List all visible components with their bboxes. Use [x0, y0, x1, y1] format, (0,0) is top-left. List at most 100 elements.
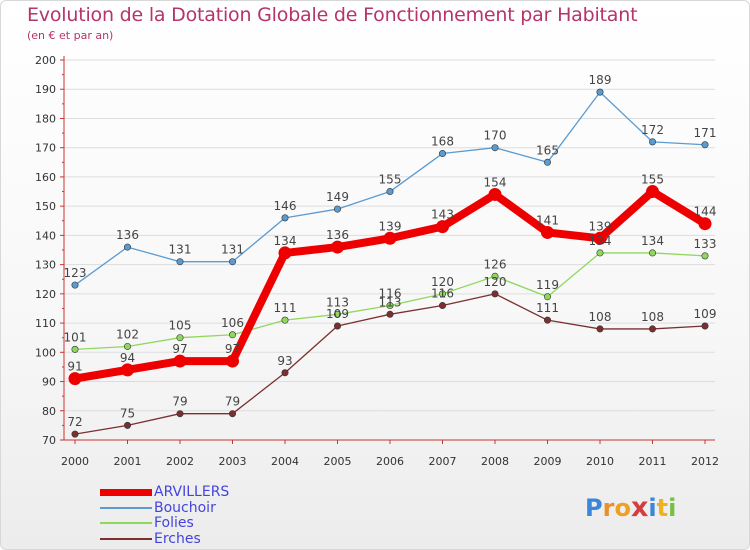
- legend-swatch: [100, 522, 152, 524]
- data-label: 123: [64, 266, 87, 280]
- data-point: [488, 187, 502, 201]
- data-label: 146: [274, 199, 297, 213]
- data-label: 106: [221, 316, 244, 330]
- x-tick-label: 2003: [219, 455, 247, 468]
- data-point: [226, 354, 239, 368]
- data-point: [593, 231, 607, 245]
- data-label: 134: [589, 234, 612, 248]
- data-point: [278, 246, 292, 260]
- x-tick-label: 2011: [639, 455, 667, 468]
- data-point: [229, 258, 237, 266]
- series-erches: [71, 290, 709, 438]
- series-bouchoir: [71, 88, 709, 289]
- y-tick-label: 190: [35, 83, 56, 96]
- data-point: [386, 310, 394, 318]
- data-label: 165: [536, 143, 559, 157]
- data-label: 113: [379, 295, 402, 309]
- data-point: [438, 290, 446, 298]
- data-label: 79: [225, 395, 240, 409]
- data-point: [68, 372, 82, 386]
- data-label: 141: [536, 213, 559, 227]
- data-point: [596, 249, 604, 257]
- y-tick-label: 200: [35, 54, 56, 67]
- data-label: 126: [484, 257, 507, 271]
- logo-letter: i: [648, 494, 657, 522]
- data-point: [333, 322, 341, 330]
- y-tick-label: 70: [42, 434, 56, 447]
- data-point: [281, 214, 289, 222]
- data-label: 116: [379, 287, 402, 301]
- legend-item-bouchoir: Bouchoir: [100, 500, 360, 516]
- data-point: [71, 430, 79, 438]
- data-point: [491, 290, 499, 298]
- y-tick-label: 120: [35, 288, 56, 301]
- data-label: 119: [536, 278, 559, 292]
- legend-swatch: [100, 506, 152, 509]
- y-tick-label: 110: [35, 317, 56, 330]
- data-label: 94: [120, 351, 135, 365]
- data-label: 136: [326, 228, 349, 242]
- data-point: [698, 217, 712, 231]
- y-tick-label: 100: [35, 346, 56, 359]
- data-point: [124, 421, 132, 429]
- series-folies: [71, 249, 709, 353]
- data-point: [438, 302, 446, 310]
- data-point: [491, 272, 499, 280]
- data-label: 91: [67, 360, 82, 374]
- data-point: [124, 342, 132, 350]
- data-point: [596, 325, 604, 333]
- data-label: 101: [64, 330, 87, 344]
- legend-item-erches: Erches: [100, 531, 360, 547]
- data-label: 113: [326, 295, 349, 309]
- data-label: 120: [484, 275, 507, 289]
- data-point: [176, 258, 184, 266]
- data-point: [229, 331, 237, 339]
- x-tick-label: 2009: [534, 455, 562, 468]
- data-point: [176, 410, 184, 418]
- data-label: 189: [589, 73, 612, 87]
- data-label: 131: [169, 243, 192, 257]
- y-tick-label: 140: [35, 229, 56, 242]
- data-label: 168: [431, 135, 454, 149]
- data-label: 97: [172, 342, 187, 356]
- data-label: 72: [67, 415, 82, 429]
- y-tick-label: 180: [35, 112, 56, 125]
- series-arvillers: [68, 185, 712, 386]
- proxiti-logo: Proxiti: [585, 492, 676, 523]
- data-label: 108: [641, 310, 664, 324]
- chart-legend: ARVILLERS Bouchoir Folies Erches: [100, 484, 360, 547]
- data-point: [383, 231, 397, 245]
- data-label: 133: [694, 237, 717, 251]
- data-label: 109: [326, 307, 349, 321]
- logo-letter: o: [614, 494, 631, 522]
- data-label: 171: [694, 126, 717, 140]
- legend-item-folies: Folies: [100, 515, 360, 531]
- data-point: [386, 302, 394, 310]
- data-label: 120: [431, 275, 454, 289]
- legend-swatch: [100, 488, 152, 496]
- data-label: 149: [326, 190, 349, 204]
- data-label: 102: [116, 327, 139, 341]
- data-label: 97: [225, 342, 240, 356]
- y-tick-label: 90: [42, 376, 56, 389]
- data-point: [333, 310, 341, 318]
- data-point: [701, 141, 709, 149]
- data-point: [648, 325, 656, 333]
- legend-swatch: [100, 537, 152, 540]
- data-point: [701, 322, 709, 330]
- data-label: 116: [431, 287, 454, 301]
- data-label: 109: [694, 307, 717, 321]
- data-point: [438, 150, 446, 158]
- x-tick-label: 2010: [586, 455, 614, 468]
- data-point: [71, 345, 79, 353]
- legend-label: Erches: [154, 530, 201, 547]
- data-label: 111: [536, 301, 559, 315]
- data-label: 75: [120, 406, 135, 420]
- x-tick-label: 2006: [376, 455, 404, 468]
- y-tick-label: 170: [35, 142, 56, 155]
- data-point: [281, 316, 289, 324]
- data-label: 139: [589, 219, 612, 233]
- data-point: [543, 293, 551, 301]
- y-tick-label: 80: [42, 405, 56, 418]
